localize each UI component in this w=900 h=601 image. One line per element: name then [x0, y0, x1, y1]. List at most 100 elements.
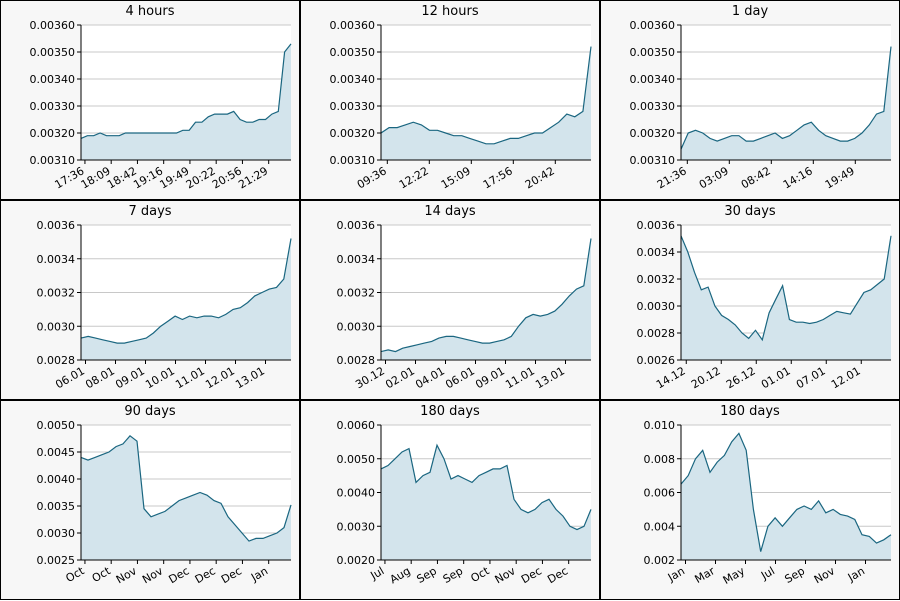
series-area [381, 46, 591, 160]
chart-title: 180 days [720, 404, 780, 419]
x-tick-label: Jan [665, 564, 687, 584]
y-tick-label: 0.0028 [637, 327, 676, 340]
y-tick-label: 0.0032 [37, 287, 76, 300]
chart-panel-14d: 14 days 0.0028 0.0030 0.0032 0.0034 0.0036 30… [300, 200, 600, 400]
x-tick-label: Sep [783, 564, 807, 586]
x-tick-label: Oct [63, 564, 87, 585]
y-tick-label: 0.0030 [337, 520, 376, 533]
x-tick-label: 06.01 [443, 364, 477, 391]
y-tick-label: 0.00320 [630, 127, 676, 140]
x-tick-label: Aug [388, 564, 413, 586]
y-tick-label: 0.0032 [637, 273, 676, 286]
x-tick-label: Sep [414, 564, 438, 586]
y-tick-label: 0.00340 [330, 73, 376, 86]
series-line [80, 238, 292, 344]
y-tick-label: 0.0050 [37, 419, 76, 432]
chart-title: 12 hours [421, 4, 479, 19]
y-tick-label: 0.00310 [30, 154, 76, 167]
x-tick-label: 20.12 [689, 364, 723, 391]
x-tick-label: Dec [519, 564, 544, 586]
x-tick-label: 11.01 [173, 364, 207, 391]
chart-svg: 0.002 0.004 0.006 0.008 0.010 Jan Mar May Jul Sep… [644, 419, 892, 587]
series-line [380, 46, 592, 145]
series-area [81, 43, 291, 160]
y-tick-label: 0.0025 [37, 554, 76, 567]
chart-svg: 0.0026 0.0028 0.0030 0.0032 0.0034 0.0036 14.1… [637, 219, 892, 391]
x-tick-label: 09.01 [473, 364, 507, 391]
y-tick-label: 0.0034 [337, 253, 376, 266]
chart-svg: 0.00310 0.00320 0.00330 0.00340 0.00350 0.003… [330, 19, 592, 191]
chart-title: 180 days [420, 404, 480, 419]
x-tick-label: 01.01 [759, 364, 793, 391]
x-tick-label: 10.01 [143, 364, 177, 391]
y-tick-label: 0.0040 [37, 473, 76, 486]
y-tick-label: 0.006 [644, 487, 676, 500]
y-tick-label: 0.0036 [37, 219, 76, 232]
y-tick-label: 0.0030 [337, 320, 376, 333]
y-tick-label: 0.0036 [337, 219, 376, 232]
y-tick-label: 0.0050 [337, 453, 376, 466]
x-tick-label: 12:22 [397, 164, 431, 191]
chart-title: 4 hours [125, 4, 175, 19]
chart-svg: 0.0025 0.0030 0.0035 0.0040 0.0045 0.0050 Oct O… [37, 419, 292, 586]
x-tick-label: 04.01 [413, 364, 447, 391]
y-tick-label: 0.0035 [37, 500, 76, 513]
x-tick-label: Jan [845, 564, 867, 584]
chart-panel-1d: 1 day 0.00310 0.00320 0.00330 0.00340 0.0035… [600, 0, 900, 200]
x-tick-label: 15:09 [439, 164, 473, 191]
x-tick-label: 09:36 [355, 164, 389, 191]
y-tick-label: 0.0036 [637, 219, 676, 232]
x-tick-label: 03:09 [697, 164, 731, 191]
y-tick-label: 0.00350 [630, 46, 676, 59]
series-area [381, 238, 591, 360]
y-tick-label: 0.00330 [630, 100, 676, 113]
y-tick-label: 0.00340 [30, 73, 76, 86]
series-line [380, 443, 592, 531]
chart-panel-30d: 30 days 0.0026 0.0028 0.0030 0.0032 0.0034 0.… [600, 200, 900, 400]
y-tick-label: 0.0060 [337, 419, 376, 432]
series-area [681, 433, 891, 560]
x-tick-label: 08:42 [739, 164, 773, 191]
y-tick-label: 0.0032 [337, 287, 376, 300]
y-tick-label: 0.0034 [37, 253, 76, 266]
x-tick-label: 19:49 [823, 164, 857, 191]
series-line [380, 238, 592, 353]
y-tick-label: 0.002 [644, 554, 676, 567]
x-tick-label: Dec [166, 564, 191, 586]
x-tick-label: 13.01 [533, 364, 567, 391]
series-area [81, 435, 291, 560]
y-tick-label: 0.0034 [637, 246, 676, 259]
y-tick-label: 0.0030 [37, 320, 76, 333]
x-tick-label: May [721, 564, 748, 587]
x-tick-label: 02.01 [383, 364, 417, 391]
x-tick-label: 07.01 [794, 364, 828, 391]
y-tick-label: 0.0030 [637, 300, 676, 313]
x-tick-label: Nov [812, 564, 838, 586]
y-tick-label: 0.00340 [630, 73, 676, 86]
series-line [680, 432, 892, 552]
y-tick-label: 0.00320 [30, 127, 76, 140]
x-tick-label: 13.01 [233, 364, 267, 391]
y-tick-label: 0.0030 [37, 527, 76, 540]
y-tick-label: 0.00360 [630, 19, 676, 32]
x-tick-label: Jul [758, 564, 777, 582]
chart-title: 30 days [724, 204, 776, 219]
x-tick-label: Nov [140, 564, 166, 586]
y-tick-label: 0.0040 [337, 487, 376, 500]
y-tick-label: 0.004 [644, 520, 676, 533]
x-tick-label: 17:56 [481, 164, 515, 191]
chart-panel-4h: 4 hours 0.00310 0.00320 0.00330 0.00340 0.00… [0, 0, 300, 200]
x-tick-label: 20:42 [523, 164, 557, 191]
y-tick-label: 0.008 [644, 453, 676, 466]
chart-panel-12h: 12 hours 0.00310 0.00320 0.00330 0.00340 0.0… [300, 0, 600, 200]
y-tick-label: 0.00350 [330, 46, 376, 59]
x-tick-label: Oct [90, 564, 114, 585]
chart-panel-180d: 180 days 0.0020 0.0030 0.0040 0.0050 0.0060 J… [300, 400, 600, 600]
y-tick-label: 0.00350 [30, 46, 76, 59]
y-tick-label: 0.00310 [630, 154, 676, 167]
y-tick-label: 0.010 [644, 419, 676, 432]
x-tick-label: Jan [248, 564, 270, 584]
y-tick-label: 0.0026 [637, 354, 676, 367]
